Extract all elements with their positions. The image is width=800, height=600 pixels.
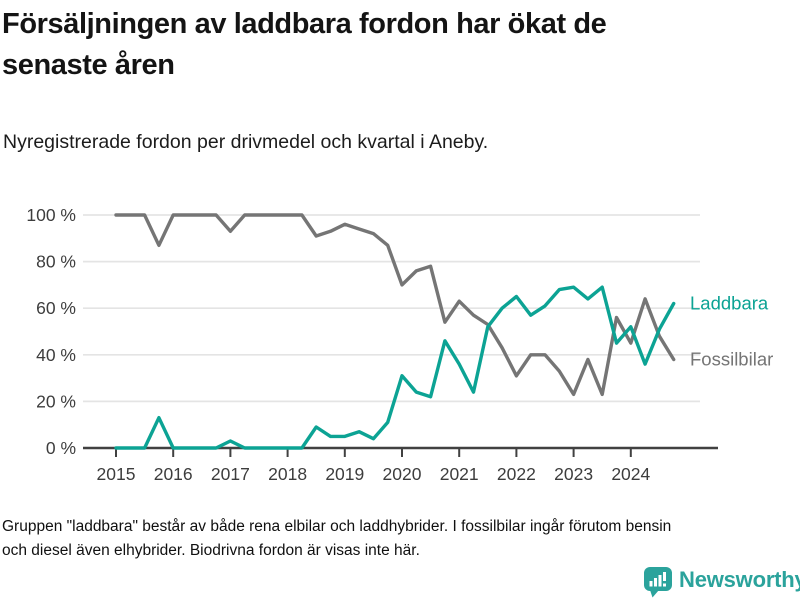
y-axis-label: 40 % [36, 345, 76, 365]
logo-bubble-tail [650, 589, 659, 597]
x-axis-label: 2016 [154, 464, 193, 484]
series-label-laddbara: Laddbara [690, 293, 769, 314]
x-axis-label: 2023 [554, 464, 593, 484]
footnote-line-2: och diesel även elhybrider. Biodrivna fo… [2, 542, 420, 559]
title-line-2: senaste åren [2, 49, 175, 81]
chart-subtitle: Nyregistrerade fordon per drivmedel och … [3, 131, 489, 153]
newsworthy-logo: Newsworthy [644, 566, 800, 598]
x-axis-label: 2019 [325, 464, 364, 484]
logo-exclamation-dot [663, 583, 666, 586]
y-axis-label: 80 % [36, 252, 76, 272]
x-axis-label: 2021 [440, 464, 479, 484]
logo-bar-1 [649, 580, 653, 586]
series-line-fossilbilar [114, 213, 676, 397]
footnote-line-1: Gruppen "laddbara" består av både rena e… [2, 518, 672, 535]
title-line-1: Försäljningen av laddbara fordon har öka… [2, 8, 607, 40]
y-axis-label: 60 % [36, 298, 76, 318]
x-axis-label: 2015 [97, 464, 136, 484]
series-label-fossilbilar: Fossilbilar [690, 348, 773, 369]
x-axis-label: 2017 [211, 464, 250, 484]
logo-bubble [644, 566, 672, 591]
x-axis-label: 2024 [611, 464, 650, 484]
x-axis-label: 2020 [383, 464, 422, 484]
brand-name: Newsworthy [679, 567, 800, 592]
y-axis-label: 0 % [46, 438, 76, 458]
x-axis-label: 2018 [268, 464, 307, 484]
logo-exclamation-stem [663, 571, 666, 581]
newsworthy-logo-icon [644, 566, 672, 597]
x-axis-label: 2022 [497, 464, 536, 484]
logo-bar-2 [654, 577, 657, 586]
logo-bar-3 [658, 574, 662, 586]
series-line-laddbara [114, 285, 676, 450]
y-axis-label: 100 % [26, 205, 76, 225]
footnote: Gruppen "laddbara" består av både rena e… [2, 515, 671, 563]
page-title: Försäljningen av laddbara fordon har öka… [2, 4, 798, 86]
y-axis-label: 20 % [36, 391, 76, 411]
